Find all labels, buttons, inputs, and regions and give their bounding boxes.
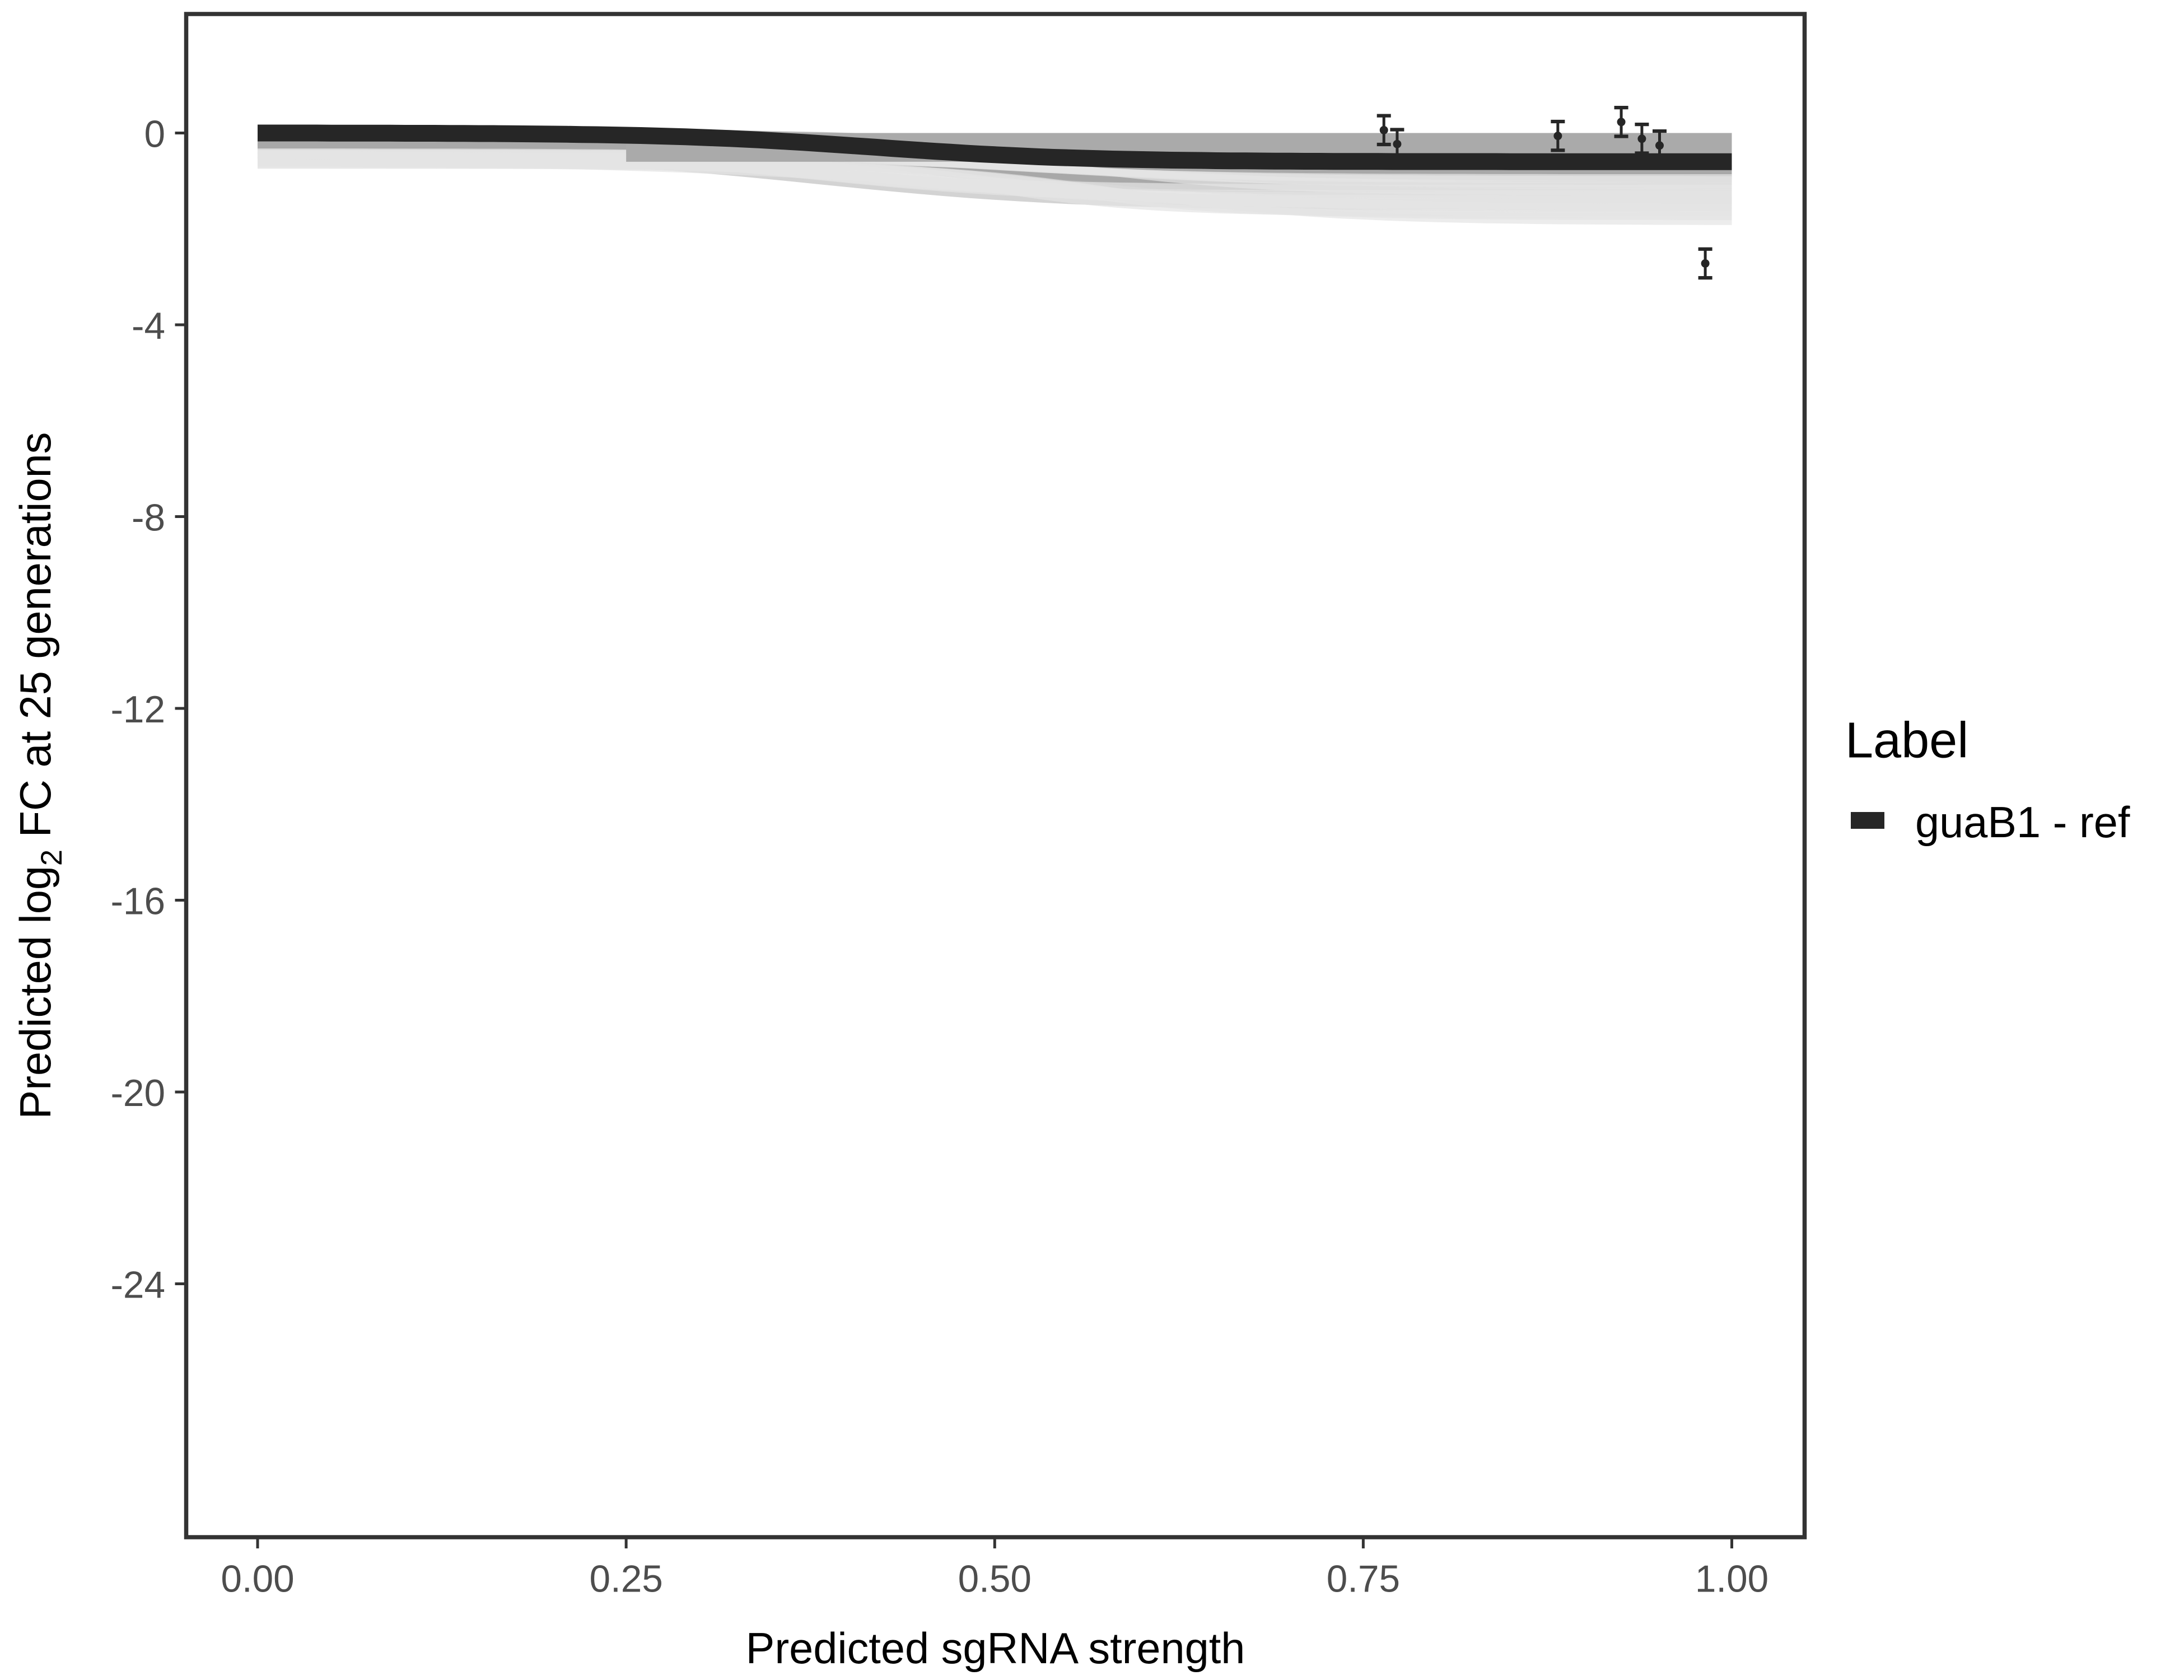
x-tick-label: 0.00 <box>221 1558 294 1600</box>
data-point <box>1390 128 1404 161</box>
point-marker <box>1379 125 1388 134</box>
y-tick-label: -16 <box>110 881 165 923</box>
y-tick-label: -24 <box>110 1264 165 1306</box>
x-tick-label: 0.25 <box>589 1558 662 1600</box>
point-marker <box>1655 141 1664 150</box>
data-point <box>1653 129 1667 162</box>
y-tick-label: -4 <box>132 305 165 347</box>
y-tick-label: -12 <box>110 689 165 731</box>
posterior-draw-line <box>258 162 1732 220</box>
point-marker <box>1553 132 1562 141</box>
observed-points <box>1376 105 1712 280</box>
x-axis-label: Predicted sgRNA strength <box>746 1625 1245 1673</box>
y-axis-label: Predicted log2 FC at 25 generations <box>12 432 68 1119</box>
legend: Label guaB1 - ref <box>1845 713 2130 847</box>
y-tick-label: 0 <box>144 114 165 156</box>
data-point <box>1698 247 1712 280</box>
x-tick-label: 0.75 <box>1327 1558 1400 1600</box>
x-tick-label: 0.50 <box>958 1558 1032 1600</box>
point-marker <box>1393 139 1402 148</box>
x-axis: 0.00 0.25 0.50 0.75 1.00 <box>221 1537 1768 1600</box>
plot-panel-border <box>184 12 1807 1539</box>
y-tick-label: -20 <box>110 1072 165 1114</box>
point-marker <box>1701 259 1710 268</box>
x-tick-label: 1.00 <box>1695 1558 1768 1600</box>
y-axis: 0 -4 -8 -12 -16 -20 -24 <box>110 114 186 1306</box>
y-tick-label: -8 <box>132 497 165 539</box>
legend-label-guaB1-ref: guaB1 - ref <box>1915 799 2130 847</box>
point-marker <box>1617 118 1626 127</box>
legend-title: Label <box>1845 713 1968 769</box>
data-point <box>1614 105 1628 138</box>
series-guaB1-ref-curve <box>258 124 1732 170</box>
data-point <box>1635 122 1649 155</box>
data-point <box>1376 114 1391 147</box>
point-marker <box>1637 134 1646 143</box>
posterior-draws <box>257 127 1732 225</box>
data-point <box>1551 119 1565 152</box>
legend-key-guaB1-ref <box>1851 812 1884 829</box>
